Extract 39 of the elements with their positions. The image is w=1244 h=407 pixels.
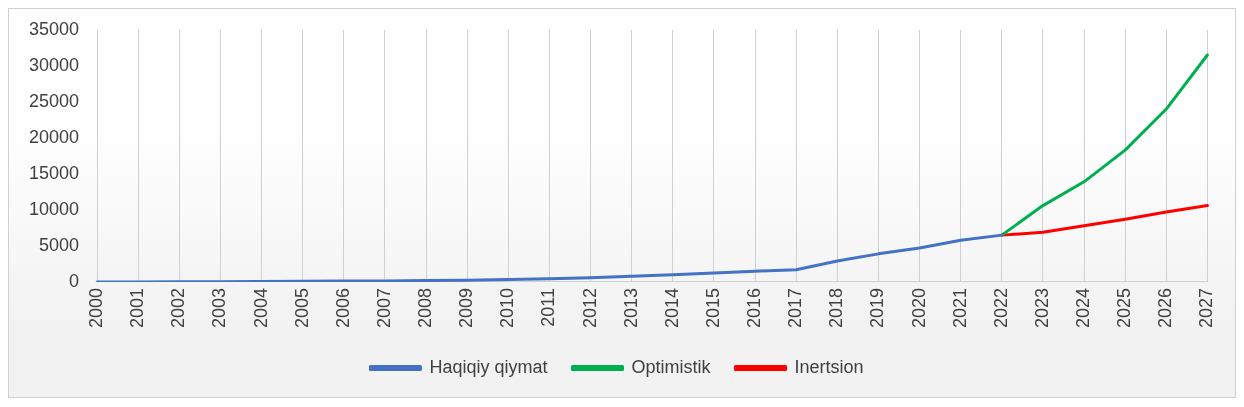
x-tick-label: 2012 [579, 287, 600, 328]
x-tick-label: 2006 [332, 287, 353, 328]
x-tick-label: 2005 [291, 287, 312, 328]
x-tick-label: 2026 [1155, 287, 1176, 328]
x-tick-label: 2007 [373, 287, 394, 328]
x-tick-label: 2027 [1196, 287, 1217, 328]
x-tick-label: 2014 [661, 287, 682, 328]
x-tick-label: 2010 [497, 287, 518, 328]
x-tick-label: 2024 [1073, 287, 1093, 328]
x-tick-label: 2016 [744, 287, 765, 328]
y-tick-label: 15000 [28, 162, 80, 183]
x-tick-label: 2013 [620, 287, 641, 328]
y-tick-label: 35000 [28, 18, 80, 39]
x-tick-label: 2022 [990, 287, 1011, 328]
x-tick-label: 2025 [1114, 287, 1135, 328]
y-tick-label: 30000 [28, 54, 80, 75]
y-tick-label: 10000 [28, 198, 80, 219]
x-tick-label: 2000 [86, 287, 107, 328]
x-tick-label: 2021 [949, 287, 970, 328]
x-tick-label: 2023 [1031, 287, 1052, 328]
y-tick-label: 25000 [28, 90, 80, 111]
x-tick-label: 2019 [867, 287, 888, 328]
y-tick-label: 0 [69, 270, 80, 291]
x-tick-label: 2017 [785, 287, 806, 328]
x-tick-label: 2018 [826, 287, 847, 328]
x-tick-label: 2011 [538, 287, 559, 327]
x-tick-label: 2009 [456, 287, 477, 328]
x-tick-label: 2002 [168, 287, 189, 328]
legend-label: Haqiqiy qiymat [429, 356, 548, 377]
x-tick-label: 2004 [250, 287, 271, 328]
x-tick-label: 2008 [415, 287, 436, 328]
legend-label: Inertsion [794, 356, 864, 377]
y-tick-label: 5000 [39, 234, 80, 255]
x-tick-label: 2015 [702, 287, 723, 328]
x-tick-label: 2020 [908, 287, 929, 328]
legend-label: Optimistik [631, 356, 712, 377]
x-tick-label: 2001 [127, 287, 148, 328]
y-tick-label: 20000 [28, 126, 80, 147]
x-tick-label: 2003 [209, 287, 230, 328]
